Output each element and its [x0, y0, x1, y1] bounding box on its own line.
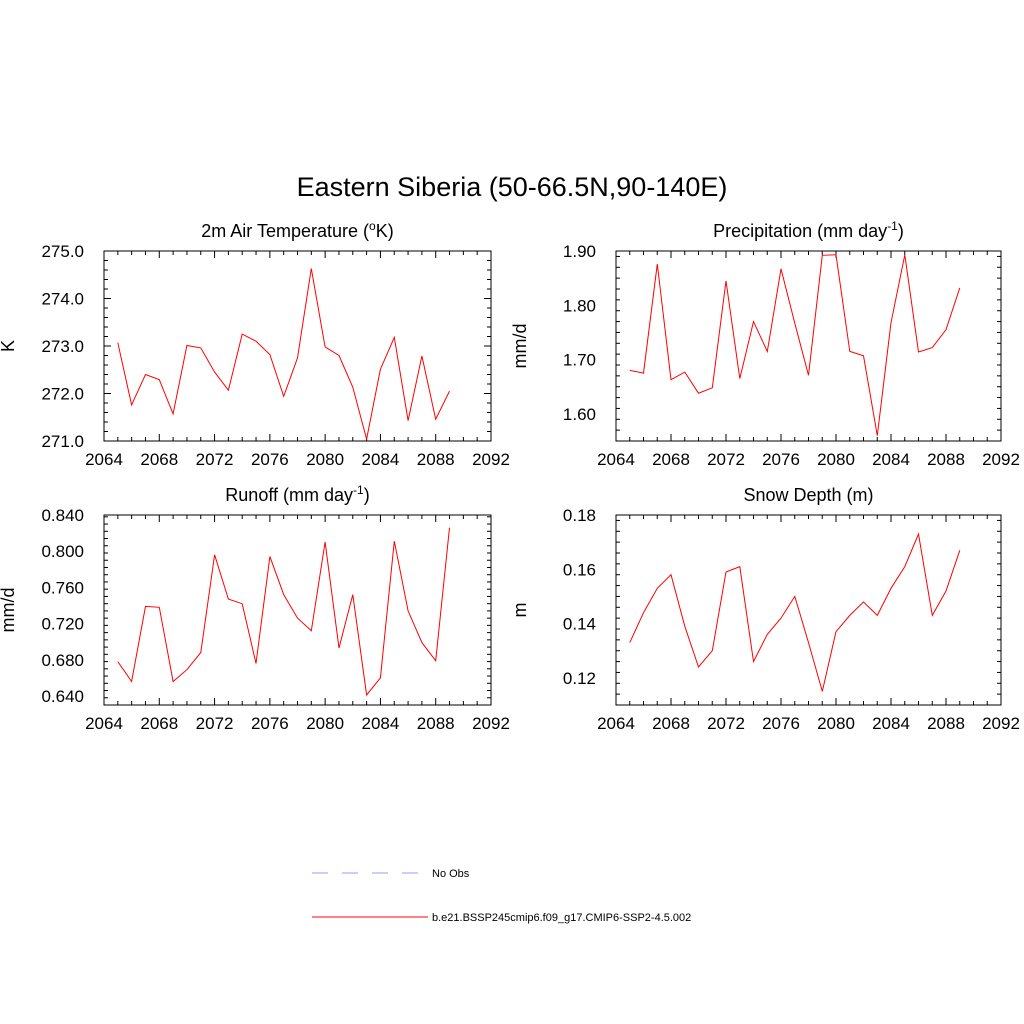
y-tick-label: 272.0	[41, 385, 84, 404]
x-tick-label: 2072	[707, 714, 745, 733]
y-tick-label: 273.0	[41, 337, 84, 356]
panel-title: Precipitation (mm day-1)	[713, 219, 904, 241]
x-tick-label: 2072	[196, 450, 234, 469]
y-tick-label: 0.14	[563, 615, 596, 634]
x-tick-label: 2092	[472, 450, 510, 469]
x-tick-label: 2076	[762, 714, 800, 733]
y-tick-label: 1.60	[563, 405, 596, 424]
y-tick-label: 0.680	[41, 651, 84, 670]
x-tick-label: 2080	[817, 714, 855, 733]
x-tick-label: 2064	[597, 450, 635, 469]
legend-label: b.e21.BSSP245cmip6.f09_g17.CMIP6-SSP2-4.…	[432, 912, 691, 924]
x-tick-label: 2068	[652, 450, 690, 469]
x-tick-label: 2068	[652, 714, 690, 733]
x-tick-label: 2088	[927, 450, 965, 469]
y-tick-label: 1.70	[563, 351, 596, 370]
x-tick-label: 2068	[140, 714, 178, 733]
y-axis-label: mm/d	[510, 324, 530, 369]
y-tick-label: 1.80	[563, 296, 596, 315]
panels: 2064 2068 2072 2076 2080 2084 2088 2092 271.0 272…	[0, 219, 1020, 733]
y-tick-label: 0.760	[41, 578, 84, 597]
y-tick-label: 0.640	[41, 687, 84, 706]
y-tick-label: 0.720	[41, 615, 84, 634]
panel-4: 2064 2068 2072 2076 2080 2084 2088 2092 0.12 0.14…	[510, 485, 1020, 733]
y-axis-label: K	[0, 340, 18, 352]
y-tick-label: 0.18	[563, 506, 596, 525]
y-tick-label: 275.0	[41, 242, 84, 261]
series-line	[117, 527, 450, 697]
x-tick-label: 2088	[417, 714, 455, 733]
x-tick-label: 2084	[872, 450, 910, 469]
x-tick-label: 2092	[982, 714, 1020, 733]
y-tick-label: 1.90	[563, 242, 596, 261]
x-tick-label: 2088	[417, 450, 455, 469]
x-tick-label: 2068	[140, 450, 178, 469]
x-tick-label: 2084	[872, 714, 910, 733]
y-tick-label: 271.0	[41, 432, 84, 451]
x-tick-label: 2072	[707, 450, 745, 469]
y-tick-label: 0.12	[563, 669, 596, 688]
panel-2: 2064 2068 2072 2076 2080 2084 2088 2092 1.60 1.70…	[510, 219, 1020, 469]
legend: No Obs b.e21.BSSP245cmip6.f09_g17.CMIP6-S…	[312, 868, 691, 924]
legend-label: No Obs	[432, 868, 470, 880]
x-tick-label: 2064	[597, 714, 635, 733]
x-tick-label: 2080	[306, 714, 344, 733]
series-line	[629, 532, 961, 692]
x-tick-label: 2092	[982, 450, 1020, 469]
panel-1: 2064 2068 2072 2076 2080 2084 2088 2092 271.0 272…	[0, 219, 510, 469]
y-tick-label: 0.840	[41, 506, 84, 525]
x-tick-label: 2076	[251, 450, 289, 469]
x-tick-label: 2088	[927, 714, 965, 733]
x-tick-label: 2076	[251, 714, 289, 733]
x-tick-label: 2080	[306, 450, 344, 469]
x-tick-label: 2076	[762, 450, 800, 469]
y-tick-label: 0.800	[41, 542, 84, 561]
panel-title: Runoff (mm day-1)	[225, 483, 369, 505]
panel-title: Snow Depth (m)	[743, 485, 873, 505]
y-axis-label: m	[510, 603, 530, 618]
series-line	[117, 268, 450, 440]
panel-title: 2m Air Temperature (oK)	[201, 219, 393, 241]
y-axis-label: mm/d	[0, 588, 18, 633]
x-tick-label: 2080	[817, 450, 855, 469]
x-tick-label: 2092	[472, 714, 510, 733]
x-tick-label: 2084	[362, 714, 400, 733]
y-tick-label: 274.0	[41, 290, 84, 309]
panel-3: 2064 2068 2072 2076 2080 2084 2088 2092 0.640 0.6…	[0, 483, 510, 733]
x-tick-label: 2064	[85, 450, 123, 469]
main-title: Eastern Siberia (50-66.5N,90-140E)	[297, 172, 728, 202]
y-tick-label: 0.16	[563, 560, 596, 579]
x-tick-label: 2072	[196, 714, 234, 733]
series-line	[629, 254, 961, 436]
x-tick-label: 2064	[85, 714, 123, 733]
x-tick-label: 2084	[362, 450, 400, 469]
